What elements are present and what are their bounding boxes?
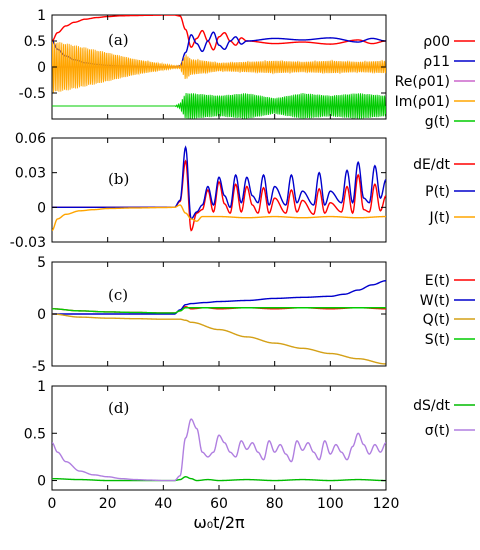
- legend-label: Q(t): [423, 312, 450, 328]
- legend-label: S(t): [425, 332, 450, 348]
- x-tick-label: 60: [210, 496, 228, 512]
- x-axis-label: ω₀t/2π: [193, 513, 245, 532]
- y-tick-label: -0.5: [19, 86, 46, 102]
- legend-label: ρ00: [423, 34, 450, 50]
- x-tick-label: 80: [266, 496, 284, 512]
- series-line-0-4: [52, 92, 386, 119]
- panel-a-plot: 1 0.5 0 -0.5: [19, 8, 387, 119]
- y-tick-label: -0.03: [10, 235, 46, 251]
- legend-label: σ(t): [425, 423, 450, 439]
- series-line-2-2: [52, 313, 386, 365]
- panel-b-plot: 0.06 0.03 0 -0.03: [10, 131, 387, 251]
- panel-a-label: (a): [108, 31, 129, 49]
- series-line-3-0: [52, 476, 386, 482]
- y-tick-label: 0: [37, 307, 46, 323]
- panel-b-frame: [51, 137, 387, 243]
- y-tick-label: -5: [32, 359, 46, 375]
- panel-d-label: (d): [108, 399, 129, 417]
- legend-label: W(t): [420, 293, 450, 309]
- y-tick-label: 0: [37, 200, 46, 216]
- legend-label: Im(ρ01): [395, 94, 450, 110]
- legend-label: dE/dt: [413, 157, 450, 173]
- y-tick-label: 0: [37, 474, 46, 490]
- x-tick-label: 100: [317, 496, 344, 512]
- legends: ρ00 ρ11 Re(ρ01) Im(ρ01) g(t) dE/dt P(t) J(t) E(t…: [395, 34, 475, 439]
- series-line-0-3: [52, 41, 386, 93]
- series-line-2-1: [52, 280, 386, 315]
- y-tick-label: 1: [37, 8, 46, 24]
- panel-c: 5 0 -5 (c): [32, 255, 387, 375]
- y-tick-label: 0.06: [15, 131, 46, 147]
- legend-label: P(t): [425, 184, 450, 200]
- panel-c-label: (c): [108, 286, 128, 304]
- panel-d-frame: [51, 385, 387, 491]
- y-tick-label: 1: [37, 379, 46, 395]
- panel-b: 0.06 0.03 0 -0.03 (b): [10, 131, 387, 251]
- legend-label: ρ11: [423, 54, 450, 70]
- legend-label: g(t): [425, 114, 450, 130]
- y-tick-label: 0.5: [24, 426, 46, 442]
- series-line-1-1: [52, 145, 386, 220]
- legend-label: dS/dt: [413, 398, 450, 414]
- y-tick-label: 0.03: [15, 166, 46, 182]
- legend-label: J(t): [428, 210, 450, 226]
- panel-a: 1 0.5 0 -0.5 (a): [19, 8, 387, 120]
- panel-d-plot: 0 20 40 60 80 100 120 1 0.5 0: [24, 379, 400, 512]
- y-tick-label: 5: [37, 255, 46, 271]
- x-tick-label: 120: [373, 496, 400, 512]
- x-tick-label: 20: [99, 496, 117, 512]
- panel-b-label: (b): [108, 170, 129, 188]
- x-tick-label: 40: [154, 496, 172, 512]
- series-line-2-3: [52, 307, 386, 314]
- y-tick-label: 0: [37, 60, 46, 76]
- panel-c-plot: 5 0 -5: [32, 255, 387, 375]
- y-tick-label: 0.5: [24, 34, 46, 50]
- series-line-3-1: [52, 418, 386, 482]
- panel-d: 0 20 40 60 80 100 120 1 0.5 0 (d): [24, 379, 400, 512]
- legend-label: E(t): [425, 273, 450, 289]
- x-tick-label: 0: [48, 496, 57, 512]
- series-line-1-2: [52, 204, 386, 232]
- legend-label: Re(ρ01): [395, 74, 450, 90]
